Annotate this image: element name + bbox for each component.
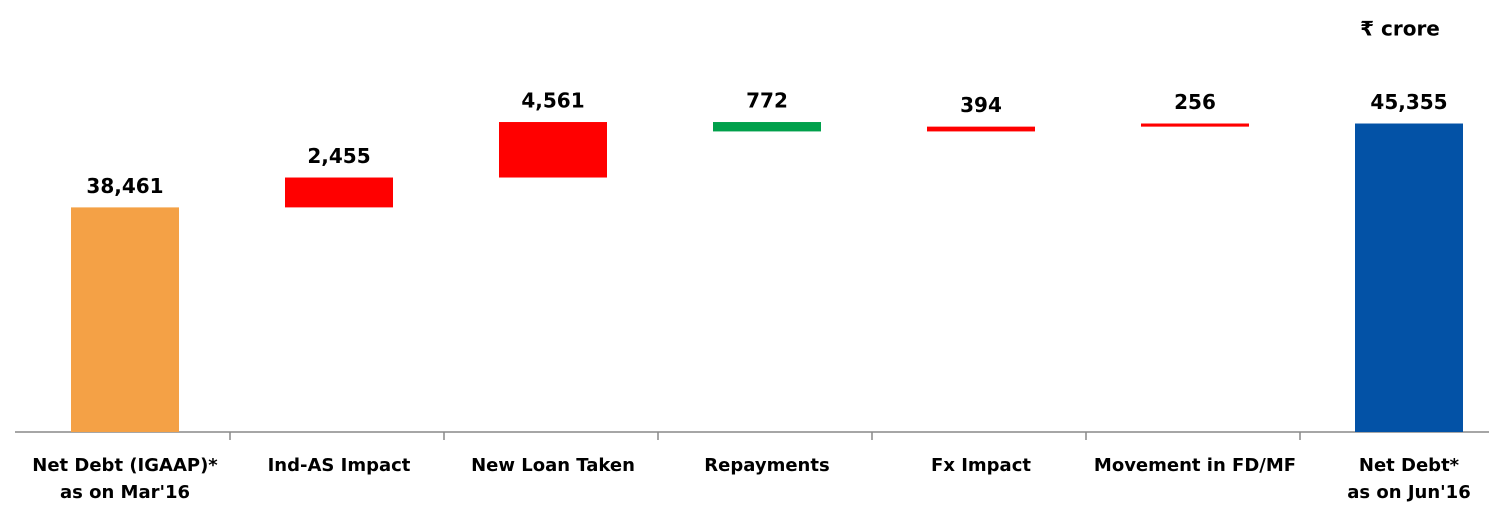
- bar: [71, 207, 179, 432]
- value-label: 772: [746, 89, 788, 113]
- value-label: 256: [1174, 90, 1216, 114]
- x-tick-label: Ind-AS Impact: [267, 455, 411, 476]
- value-label: 4,561: [521, 89, 584, 113]
- x-tick-label: Net Debt* as on Jun'16: [1347, 455, 1471, 503]
- x-tick-label: Repayments: [704, 455, 830, 476]
- x-tick-label: New Loan Taken: [471, 455, 635, 476]
- value-label: 38,461: [86, 174, 163, 198]
- value-label: 394: [960, 93, 1002, 117]
- bar: [499, 122, 607, 178]
- value-label: 2,455: [307, 144, 370, 168]
- bar: [927, 126, 1035, 132]
- value-label: 45,355: [1370, 90, 1447, 114]
- x-tick-label: Movement in FD/MF: [1093, 455, 1297, 476]
- bar: [1141, 123, 1249, 127]
- unit-label: ₹ crore: [1360, 17, 1440, 41]
- x-tick-label: Fx Impact: [931, 455, 1031, 476]
- x-tick-label: Net Debt (IGAAP)* as on Mar'16: [32, 455, 218, 503]
- bar: [1355, 123, 1463, 433]
- bar: [285, 177, 393, 208]
- bar: [713, 122, 821, 132]
